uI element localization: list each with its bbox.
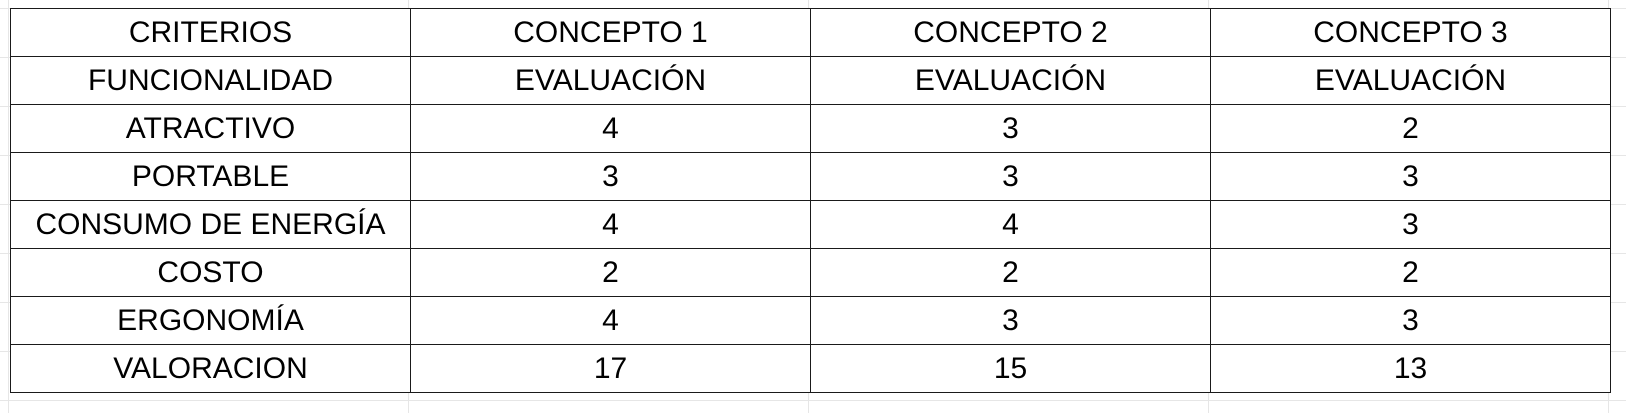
table-row-header: CRITERIOS CONCEPTO 1 CONCEPTO 2 CONCEPTO… — [10, 8, 1611, 57]
table-row: ERGONOMÍA 4 3 3 — [10, 296, 1611, 345]
cell-score-concepto-2[interactable]: 3 — [810, 296, 1211, 345]
cell-evaluacion-3[interactable]: EVALUACIÓN — [1210, 56, 1611, 105]
cell-concepto-3-header[interactable]: CONCEPTO 3 — [1210, 8, 1611, 57]
table-row: ATRACTIVO 4 3 2 — [10, 104, 1611, 153]
cell-score-concepto-2[interactable]: 3 — [810, 152, 1211, 201]
cell-score-concepto-1[interactable]: 2 — [410, 248, 811, 297]
cell-score-concepto-3[interactable]: 3 — [1210, 200, 1611, 249]
cell-evaluacion-1[interactable]: EVALUACIÓN — [410, 56, 811, 105]
table-row: CONSUMO DE ENERGÍA 4 4 3 — [10, 200, 1611, 249]
cell-score-concepto-3[interactable]: 3 — [1210, 152, 1611, 201]
cell-criterios-header[interactable]: CRITERIOS — [10, 8, 411, 57]
cell-score-concepto-1[interactable]: 4 — [410, 200, 811, 249]
cell-funcionalidad[interactable]: FUNCIONALIDAD — [10, 56, 411, 105]
cell-criterion[interactable]: CONSUMO DE ENERGÍA — [10, 200, 411, 249]
table-row-total: VALORACION 17 15 13 — [10, 344, 1611, 393]
evaluation-table: CRITERIOS CONCEPTO 1 CONCEPTO 2 CONCEPTO… — [10, 8, 1611, 393]
cell-score-concepto-2[interactable]: 3 — [810, 104, 1211, 153]
cell-score-concepto-3[interactable]: 2 — [1210, 104, 1611, 153]
cell-score-concepto-3[interactable]: 3 — [1210, 296, 1611, 345]
table-row: COSTO 2 2 2 — [10, 248, 1611, 297]
cell-score-concepto-1[interactable]: 4 — [410, 296, 811, 345]
cell-criterion[interactable]: PORTABLE — [10, 152, 411, 201]
cell-criterion[interactable]: ERGONOMÍA — [10, 296, 411, 345]
cell-score-concepto-1[interactable]: 3 — [410, 152, 811, 201]
cell-score-concepto-3[interactable]: 2 — [1210, 248, 1611, 297]
cell-total-concepto-3[interactable]: 13 — [1210, 344, 1611, 393]
cell-total-concepto-2[interactable]: 15 — [810, 344, 1211, 393]
cell-total-concepto-1[interactable]: 17 — [410, 344, 811, 393]
table-row-subheader: FUNCIONALIDAD EVALUACIÓN EVALUACIÓN EVAL… — [10, 56, 1611, 105]
cell-valoracion-label[interactable]: VALORACION — [10, 344, 411, 393]
cell-score-concepto-1[interactable]: 4 — [410, 104, 811, 153]
cell-score-concepto-2[interactable]: 4 — [810, 200, 1211, 249]
cell-criterion[interactable]: COSTO — [10, 248, 411, 297]
cell-concepto-1-header[interactable]: CONCEPTO 1 — [410, 8, 811, 57]
cell-evaluacion-2[interactable]: EVALUACIÓN — [810, 56, 1211, 105]
cell-concepto-2-header[interactable]: CONCEPTO 2 — [810, 8, 1211, 57]
table-row: PORTABLE 3 3 3 — [10, 152, 1611, 201]
cell-score-concepto-2[interactable]: 2 — [810, 248, 1211, 297]
cell-criterion[interactable]: ATRACTIVO — [10, 104, 411, 153]
